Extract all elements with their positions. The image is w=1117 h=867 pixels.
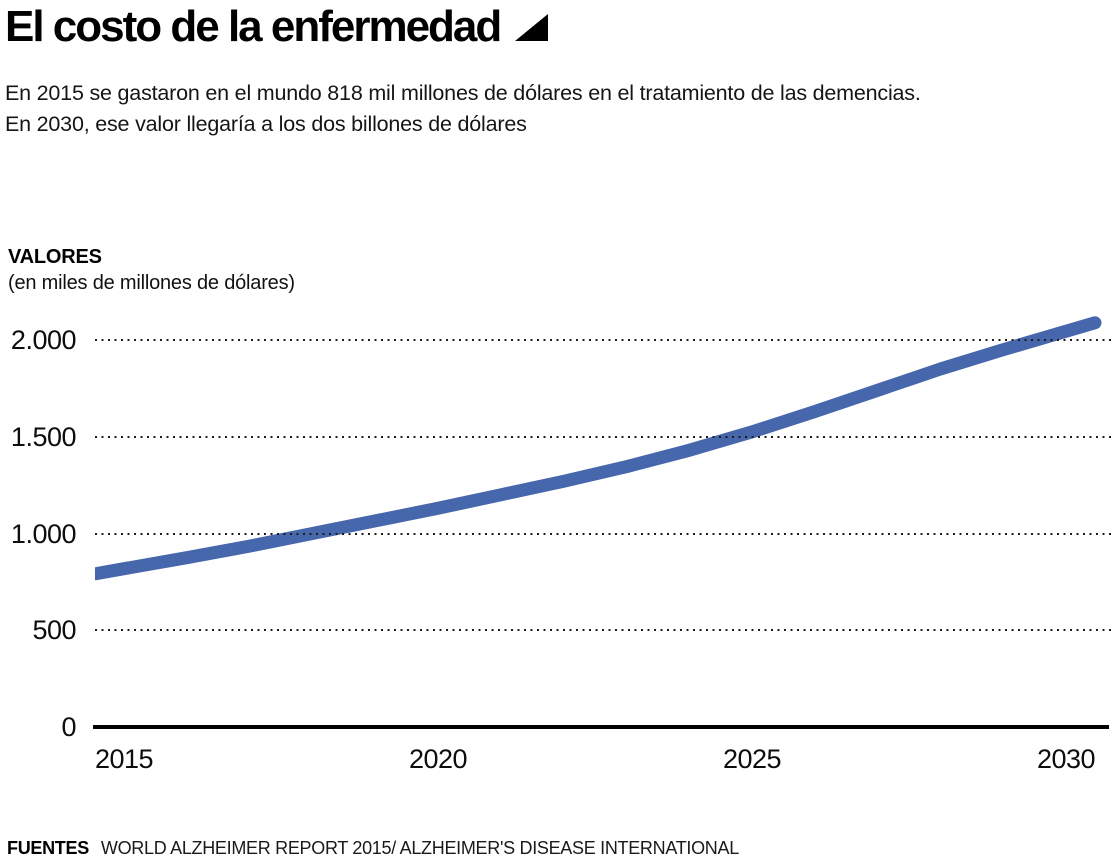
x-tick-label: 2015 bbox=[94, 744, 154, 774]
x-tick-label: 2030 bbox=[1036, 744, 1096, 774]
y-axis-title: VALORES bbox=[8, 246, 102, 268]
subtitle-line-1: En 2015 se gastaron en el mundo 818 mil … bbox=[5, 81, 921, 105]
y-tick-label: 500 bbox=[32, 615, 76, 646]
y-tick-label: 0 bbox=[61, 712, 76, 742]
x-tick-label: 2025 bbox=[722, 744, 782, 774]
page-title: El costo de la enfermedad bbox=[5, 2, 549, 52]
x-axis-line bbox=[93, 725, 1109, 729]
trend-plot bbox=[95, 316, 1102, 581]
gridline bbox=[95, 339, 1112, 341]
line-chart: 0 500 1.000 1.500 2.000 2015 2020 2025 2030 bbox=[0, 310, 1117, 790]
y-tick-label: 2.000 bbox=[10, 325, 77, 355]
sources-label: FUENTES bbox=[7, 838, 89, 858]
y-tick-label: 1.000 bbox=[10, 518, 77, 549]
sources: FUENTES WORLD ALZHEIMER REPORT 2015/ ALZH… bbox=[7, 838, 739, 859]
x-tick-label: 2020 bbox=[408, 744, 468, 774]
triangle-icon bbox=[515, 14, 549, 41]
sources-text: WORLD ALZHEIMER REPORT 2015/ ALZHEIMER'S… bbox=[100, 838, 739, 858]
trend-line bbox=[95, 316, 1102, 581]
page-title-text: El costo de la enfermedad bbox=[5, 2, 502, 51]
y-tick-label: 1.500 bbox=[10, 421, 77, 452]
subtitle-line-2: En 2030, ese valor llegaría a los dos bi… bbox=[5, 112, 527, 136]
gridline bbox=[95, 532, 1112, 535]
y-axis-subtitle: (en miles de millones de dólares) bbox=[8, 272, 295, 294]
gridline bbox=[95, 435, 1112, 438]
gridline bbox=[95, 629, 1112, 632]
